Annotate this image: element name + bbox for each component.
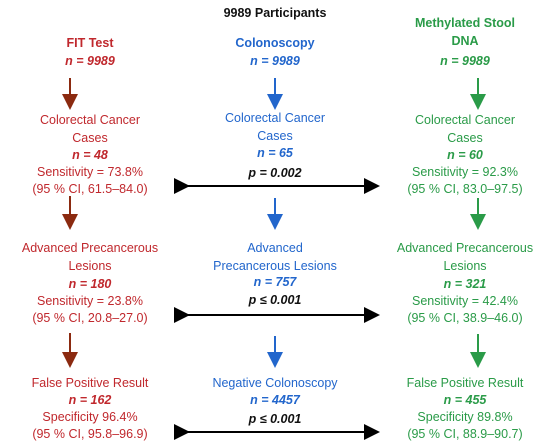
stool-apl-n: n = 321 bbox=[443, 277, 487, 291]
fit-apl-label-2: Lesions bbox=[68, 259, 112, 273]
fit-n-total: n = 9989 bbox=[65, 54, 115, 68]
colonoscopy-header: Colonoscopy bbox=[235, 36, 315, 50]
fit-crc-label-1: Colorectal Cancer bbox=[39, 113, 141, 127]
stool-n-total: n = 9989 bbox=[440, 54, 490, 68]
colonoscopy-neg-label: Negative Colonoscopy bbox=[212, 376, 338, 390]
fit-header: FIT Test bbox=[66, 36, 114, 50]
stool-fp-specificity: Specificity 89.8% bbox=[417, 410, 513, 424]
stool-fp-n: n = 455 bbox=[443, 393, 487, 407]
fit-crc-ci: (95 % CI, 61.5–84.0) bbox=[32, 182, 148, 196]
fit-fp-ci: (95 % CI, 95.8–96.9) bbox=[32, 427, 148, 441]
colonoscopy-apl-label-1: Advanced bbox=[247, 241, 303, 255]
fit-fp-specificity: Specificity 96.4% bbox=[42, 410, 138, 424]
colonoscopy-crc-label-2: Cases bbox=[257, 129, 293, 143]
fit-fp-n: n = 162 bbox=[68, 393, 112, 407]
colonoscopy-n-total: n = 9989 bbox=[250, 54, 300, 68]
stool-apl-label-1: Advanced Precancerous bbox=[396, 241, 534, 255]
colonoscopy-apl-label-2: Precancerous Lesions bbox=[213, 259, 337, 273]
colonoscopy-apl-pvalue: p ≤ 0.001 bbox=[248, 293, 302, 307]
fit-crc-label-2: Cases bbox=[72, 131, 108, 145]
fit-apl-ci: (95 % CI, 20.8–27.0) bbox=[32, 311, 148, 325]
stool-fp-label: False Positive Result bbox=[406, 376, 524, 390]
fit-crc-n: n = 48 bbox=[72, 148, 108, 162]
stool-crc-sensitivity: Sensitivity = 92.3% bbox=[412, 165, 518, 179]
stool-crc-ci: (95 % CI, 83.0–97.5) bbox=[407, 182, 523, 196]
colonoscopy-neg-n: n = 4457 bbox=[250, 393, 300, 407]
stool-apl-sensitivity: Sensitivity = 42.4% bbox=[412, 294, 518, 308]
stool-crc-n: n = 60 bbox=[447, 148, 483, 162]
fit-fp-label: False Positive Result bbox=[31, 376, 149, 390]
colonoscopy-crc-pvalue: p = 0.002 bbox=[248, 166, 302, 180]
stool-crc-label-1: Colorectal Cancer bbox=[414, 113, 516, 127]
colonoscopy-apl-n: n = 757 bbox=[253, 275, 297, 289]
stool-apl-label-2: Lesions bbox=[443, 259, 487, 273]
colonoscopy-neg-pvalue: p ≤ 0.001 bbox=[248, 412, 302, 426]
stool-apl-ci: (95 % CI, 38.9–46.0) bbox=[407, 311, 523, 325]
diagram-title: 9989 Participants bbox=[223, 6, 327, 20]
stool-fp-ci: (95 % CI, 88.9–90.7) bbox=[407, 427, 523, 441]
fit-apl-sensitivity: Sensitivity = 23.8% bbox=[37, 294, 143, 308]
stool-header-2: DNA bbox=[451, 34, 479, 48]
colonoscopy-crc-label-1: Colorectal Cancer bbox=[224, 111, 326, 125]
stool-crc-label-2: Cases bbox=[447, 131, 483, 145]
colonoscopy-crc-n: n = 65 bbox=[257, 146, 293, 160]
fit-apl-n: n = 180 bbox=[68, 277, 112, 291]
fit-apl-label-1: Advanced Precancerous bbox=[21, 241, 159, 255]
fit-crc-sensitivity: Sensitivity = 73.8% bbox=[37, 165, 143, 179]
stool-header-1: Methylated Stool bbox=[414, 16, 515, 30]
